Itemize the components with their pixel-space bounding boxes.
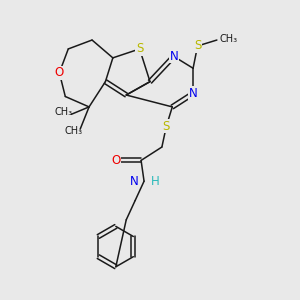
Text: S: S	[163, 120, 170, 133]
Text: O: O	[55, 66, 64, 79]
Text: S: S	[136, 42, 143, 56]
Text: N: N	[130, 175, 139, 188]
Text: CH₃: CH₃	[64, 126, 83, 136]
Text: H: H	[151, 175, 159, 188]
Text: CH₃: CH₃	[220, 34, 238, 44]
Text: N: N	[189, 87, 197, 100]
Text: O: O	[111, 154, 120, 167]
Text: S: S	[194, 40, 201, 52]
Text: CH₃: CH₃	[55, 107, 73, 117]
Text: N: N	[169, 50, 178, 63]
